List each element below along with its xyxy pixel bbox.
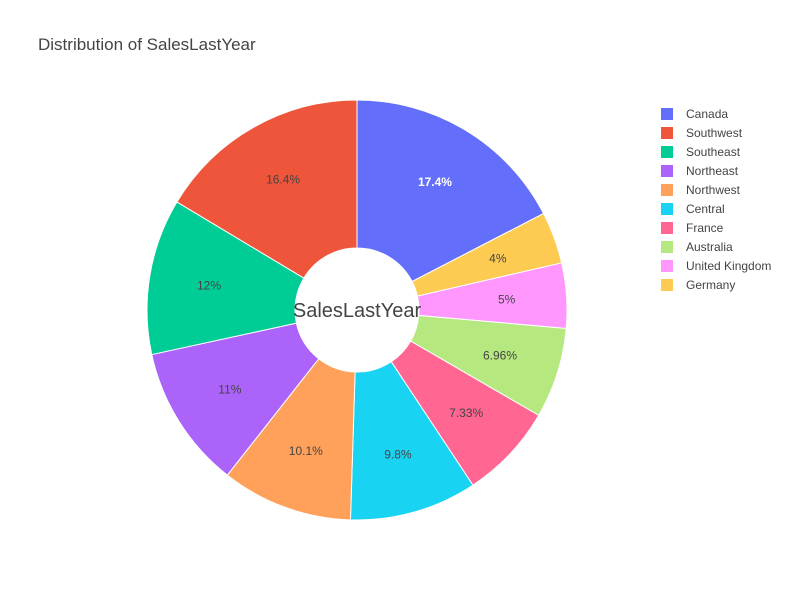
slice-label-united-kingdom: 5%	[498, 293, 516, 307]
slice-label-northeast: 11%	[218, 383, 241, 397]
legend-item-france[interactable]: France	[661, 221, 724, 235]
legend-item-southeast[interactable]: Southeast	[661, 145, 741, 159]
legend-item-united-kingdom[interactable]: United Kingdom	[661, 259, 771, 273]
legend-swatch	[661, 279, 673, 291]
legend-label: Canada	[686, 107, 728, 121]
legend-swatch	[661, 260, 673, 272]
legend-item-southwest[interactable]: Southwest	[661, 126, 743, 140]
center-label: SalesLastYear	[293, 300, 422, 322]
slice-central[interactable]	[349, 361, 474, 521]
legend-label: Northwest	[686, 183, 741, 197]
legend-swatch	[661, 203, 673, 215]
legend[interactable]: Canada Southwest Southeast Northeast Northwe…	[661, 107, 771, 292]
legend-swatch	[661, 184, 673, 196]
slice-canada[interactable]	[356, 99, 545, 283]
legend-label: United Kingdom	[686, 259, 771, 273]
slice-northeast[interactable]	[151, 322, 320, 476]
slice-southeast[interactable]	[146, 201, 305, 356]
legend-label: Central	[686, 202, 725, 216]
legend-label: Northeast	[686, 164, 739, 178]
legend-swatch	[661, 222, 673, 234]
legend-item-northwest[interactable]: Northwest	[661, 183, 741, 197]
legend-swatch	[661, 165, 673, 177]
slice-label-canada: 17.4%	[418, 175, 452, 189]
legend-item-germany[interactable]: Germany	[661, 278, 735, 292]
slice-label-australia: 6.96%	[483, 348, 517, 362]
slice-southwest[interactable]	[176, 99, 358, 279]
legend-label: Southwest	[686, 126, 743, 140]
slice-label-southwest: 16.4%	[266, 172, 300, 186]
slices-group	[146, 99, 568, 521]
legend-swatch	[661, 146, 673, 158]
slice-label-central: 9.8%	[384, 447, 412, 461]
legend-swatch	[661, 127, 673, 139]
slice-label-northwest: 10.1%	[289, 444, 323, 458]
legend-item-canada[interactable]: Canada	[661, 107, 728, 121]
legend-item-australia[interactable]: Australia	[661, 240, 733, 254]
legend-swatch	[661, 241, 673, 253]
legend-label: Australia	[686, 240, 733, 254]
slice-northwest[interactable]	[226, 358, 356, 521]
legend-label: France	[686, 221, 724, 235]
legend-swatch	[661, 108, 673, 120]
legend-item-central[interactable]: Central	[661, 202, 725, 216]
legend-item-northeast[interactable]: Northeast	[661, 164, 739, 178]
slice-label-france: 7.33%	[449, 406, 483, 420]
legend-label: Southeast	[686, 145, 741, 159]
slice-labels-group: 17.4% 4% 5% 6.96% 7.33% 9.8% 10.1% 11% 12% 16.4%	[197, 172, 517, 461]
chart-title: Distribution of SalesLastYear	[38, 35, 256, 54]
legend-label: Germany	[686, 278, 735, 292]
slice-label-southeast: 12%	[197, 279, 221, 293]
slice-label-germany: 4%	[489, 251, 507, 265]
